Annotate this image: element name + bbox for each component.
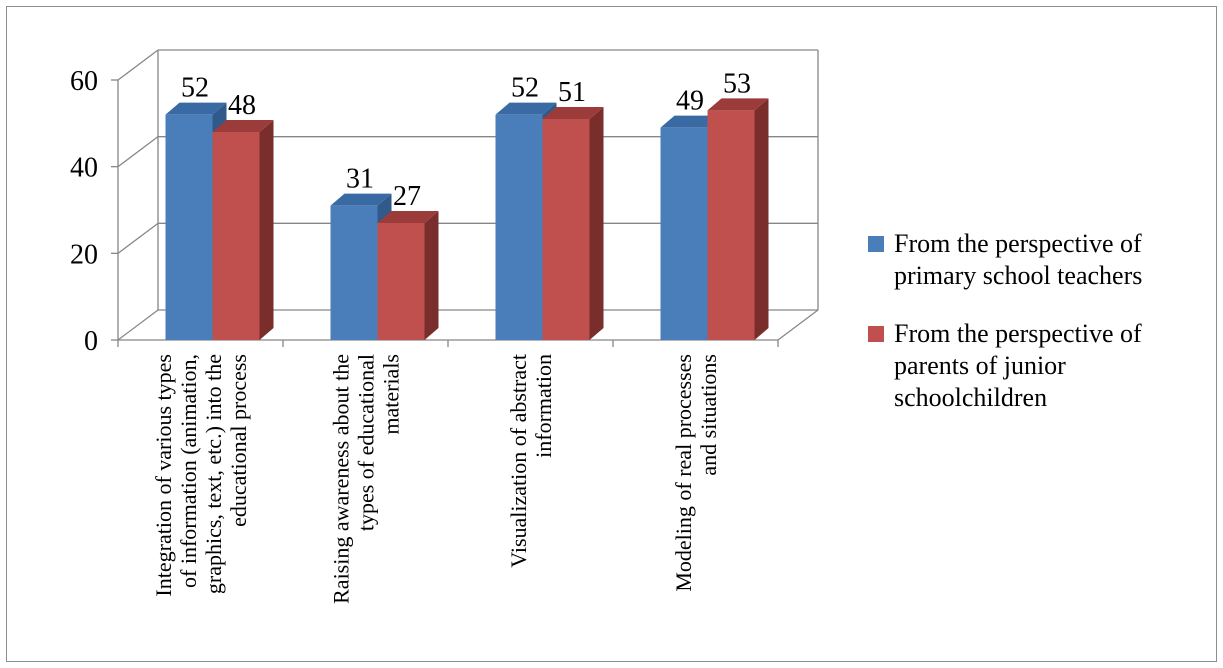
bar-top xyxy=(212,120,274,132)
legend-label-teachers: From the perspective of primary school t… xyxy=(894,229,1143,290)
bar-top xyxy=(377,211,439,223)
legend-item-teachers: From the perspective of primary school t… xyxy=(868,228,1208,292)
data-label: 51 xyxy=(558,77,586,108)
data-label: 49 xyxy=(676,86,704,117)
bar-front xyxy=(377,223,425,340)
bar-top xyxy=(165,102,227,115)
category-label-line: of information (animation, xyxy=(176,354,201,588)
category-label-2: Visualization of abstract information xyxy=(506,354,556,568)
bar-side xyxy=(259,120,274,340)
y-tick-label: 40 xyxy=(70,153,98,184)
y-tick-label: 60 xyxy=(70,66,98,97)
bar-group xyxy=(165,98,769,341)
side-wall-gridline xyxy=(117,136,159,168)
bar-0-1 xyxy=(212,120,274,340)
data-label: 52 xyxy=(181,73,209,104)
category-label-line: information xyxy=(531,354,556,458)
side-wall-gridline xyxy=(117,49,159,81)
bar-front xyxy=(330,205,378,340)
category-label-line: educational process xyxy=(226,354,251,527)
legend-swatch-parents xyxy=(868,326,884,342)
data-labels: 52 48 31 27 52 51 49 53 xyxy=(181,68,751,212)
legend-item-parents: From the perspective of parents of junio… xyxy=(868,318,1208,414)
bar-3-0 xyxy=(660,115,722,341)
side-wall-gridline xyxy=(117,309,159,341)
category-label-line: graphics, text, etc.) into the xyxy=(201,354,226,594)
category-label-3: Modeling of real processes and situations xyxy=(671,354,721,592)
bar-top xyxy=(707,98,769,111)
category-label-line: Raising awareness about the xyxy=(329,354,354,604)
category-label-line: types of educational xyxy=(354,354,379,531)
bar-top xyxy=(330,193,392,206)
bar-side xyxy=(754,98,769,340)
floor-right-edge xyxy=(777,309,819,341)
data-label: 52 xyxy=(511,73,539,104)
data-label: 48 xyxy=(228,90,256,121)
bar-front xyxy=(165,114,213,341)
legend: From the perspective of primary school t… xyxy=(868,228,1208,440)
y-tick-label: 0 xyxy=(84,326,98,357)
category-label-1: Raising awareness about the types of educ… xyxy=(329,354,404,604)
bar-top xyxy=(660,115,722,128)
category-label-0: Integration of various types of informati… xyxy=(151,354,251,597)
side-wall-gridline xyxy=(117,222,159,254)
bar-top xyxy=(542,107,604,119)
bar-side xyxy=(424,211,439,340)
legend-swatch-teachers xyxy=(868,236,884,252)
bar-top xyxy=(495,102,557,115)
x-axis-labels: Integration of various types of informati… xyxy=(151,354,721,604)
bar-front xyxy=(495,114,543,341)
category-label-line: materials xyxy=(379,354,404,435)
legend-label-parents: From the perspective of parents of junio… xyxy=(894,319,1142,412)
category-label-line: Integration of various types xyxy=(151,354,176,597)
bar-front xyxy=(542,119,590,340)
bar-front xyxy=(707,110,755,340)
y-axis-ticks: 0 20 40 60 xyxy=(70,66,779,357)
bar-side xyxy=(589,107,604,340)
category-label-line: and situations xyxy=(696,354,721,476)
category-label-line: Modeling of real processes xyxy=(671,354,696,592)
data-label: 31 xyxy=(346,164,374,195)
y-tick-label: 20 xyxy=(70,239,98,270)
data-label: 53 xyxy=(723,68,751,99)
bar-2-1 xyxy=(542,107,604,340)
bar-1-1 xyxy=(377,211,439,340)
bar-front xyxy=(660,127,708,341)
category-label-line: Visualization of abstract xyxy=(506,354,531,568)
bar-3-1 xyxy=(707,98,769,340)
data-label: 27 xyxy=(393,181,421,212)
bar-front xyxy=(212,132,260,340)
